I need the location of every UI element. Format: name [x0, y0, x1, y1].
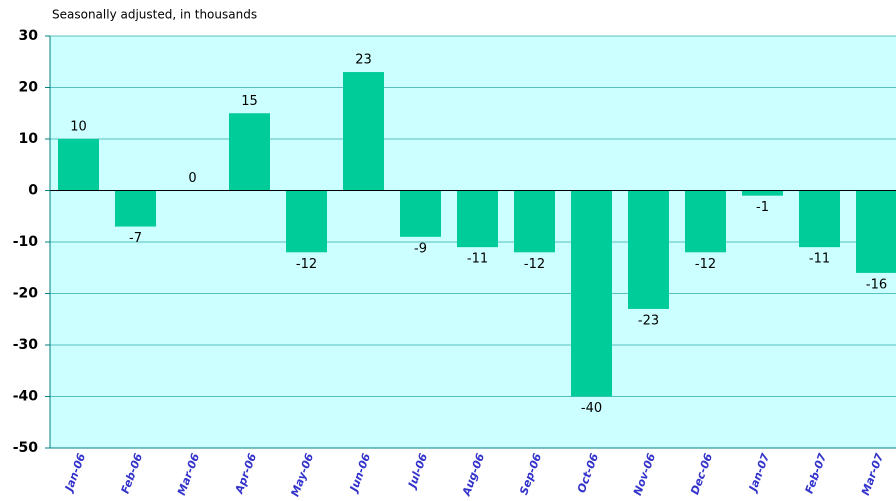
data-label: -9	[414, 241, 427, 256]
bar	[58, 139, 99, 191]
y-tick-label: -50	[13, 440, 39, 456]
y-tick-label: 10	[19, 131, 39, 147]
bar	[343, 72, 384, 191]
y-tick-label: 20	[19, 80, 39, 96]
y-tick-label: -30	[13, 337, 39, 353]
x-tick-label: Feb-06	[119, 451, 146, 495]
y-tick-label: 30	[19, 28, 39, 44]
bar	[856, 190, 896, 273]
bar	[799, 190, 840, 248]
data-label: 23	[355, 53, 372, 68]
data-label: -11	[467, 252, 488, 267]
data-label: -40	[581, 401, 602, 416]
x-tick-label: Jan-07	[746, 451, 772, 495]
bar	[457, 190, 498, 248]
data-label: -16	[866, 277, 887, 292]
x-tick-label: Sep-06	[517, 451, 544, 496]
y-tick-label: -40	[13, 389, 39, 405]
x-tick-label: Aug-06	[459, 451, 487, 498]
data-label: 10	[70, 120, 87, 135]
data-label: -11	[809, 252, 830, 267]
bar	[400, 190, 441, 237]
data-label: -12	[524, 257, 545, 272]
x-tick-label: Dec-06	[688, 451, 715, 496]
bar	[115, 190, 156, 227]
bar	[742, 190, 783, 196]
data-label: 15	[241, 94, 258, 109]
bar	[286, 190, 327, 253]
data-label: -23	[638, 313, 659, 328]
bar	[571, 190, 612, 397]
y-tick-label: -20	[13, 286, 39, 302]
x-tick-label: Apr-06	[232, 451, 259, 496]
chart-subtitle: Seasonally adjusted, in thousands	[52, 8, 257, 22]
data-label: -7	[129, 231, 142, 246]
x-tick-label: Jan-06	[62, 451, 88, 495]
x-tick-label: Oct-06	[575, 451, 601, 494]
x-tick-label: Jul-06	[405, 451, 430, 491]
data-label: -12	[695, 257, 716, 272]
bar	[229, 113, 270, 191]
data-label: 0	[188, 171, 196, 186]
x-tick-label: Mar-06	[175, 451, 202, 497]
bar	[628, 190, 669, 309]
x-tick-label: Feb-07	[803, 451, 830, 495]
data-label: -1	[756, 200, 769, 215]
y-tick-label: 0	[28, 183, 38, 199]
bar	[685, 190, 726, 253]
x-tick-label: Jun-06	[347, 451, 374, 495]
x-tick-label: May-06	[289, 451, 317, 498]
x-tick-label: Nov-06	[631, 451, 658, 497]
data-label: -12	[296, 257, 317, 272]
x-tick-label: Mar-07	[859, 451, 886, 497]
bar	[514, 190, 555, 253]
y-tick-label: -10	[13, 234, 39, 250]
